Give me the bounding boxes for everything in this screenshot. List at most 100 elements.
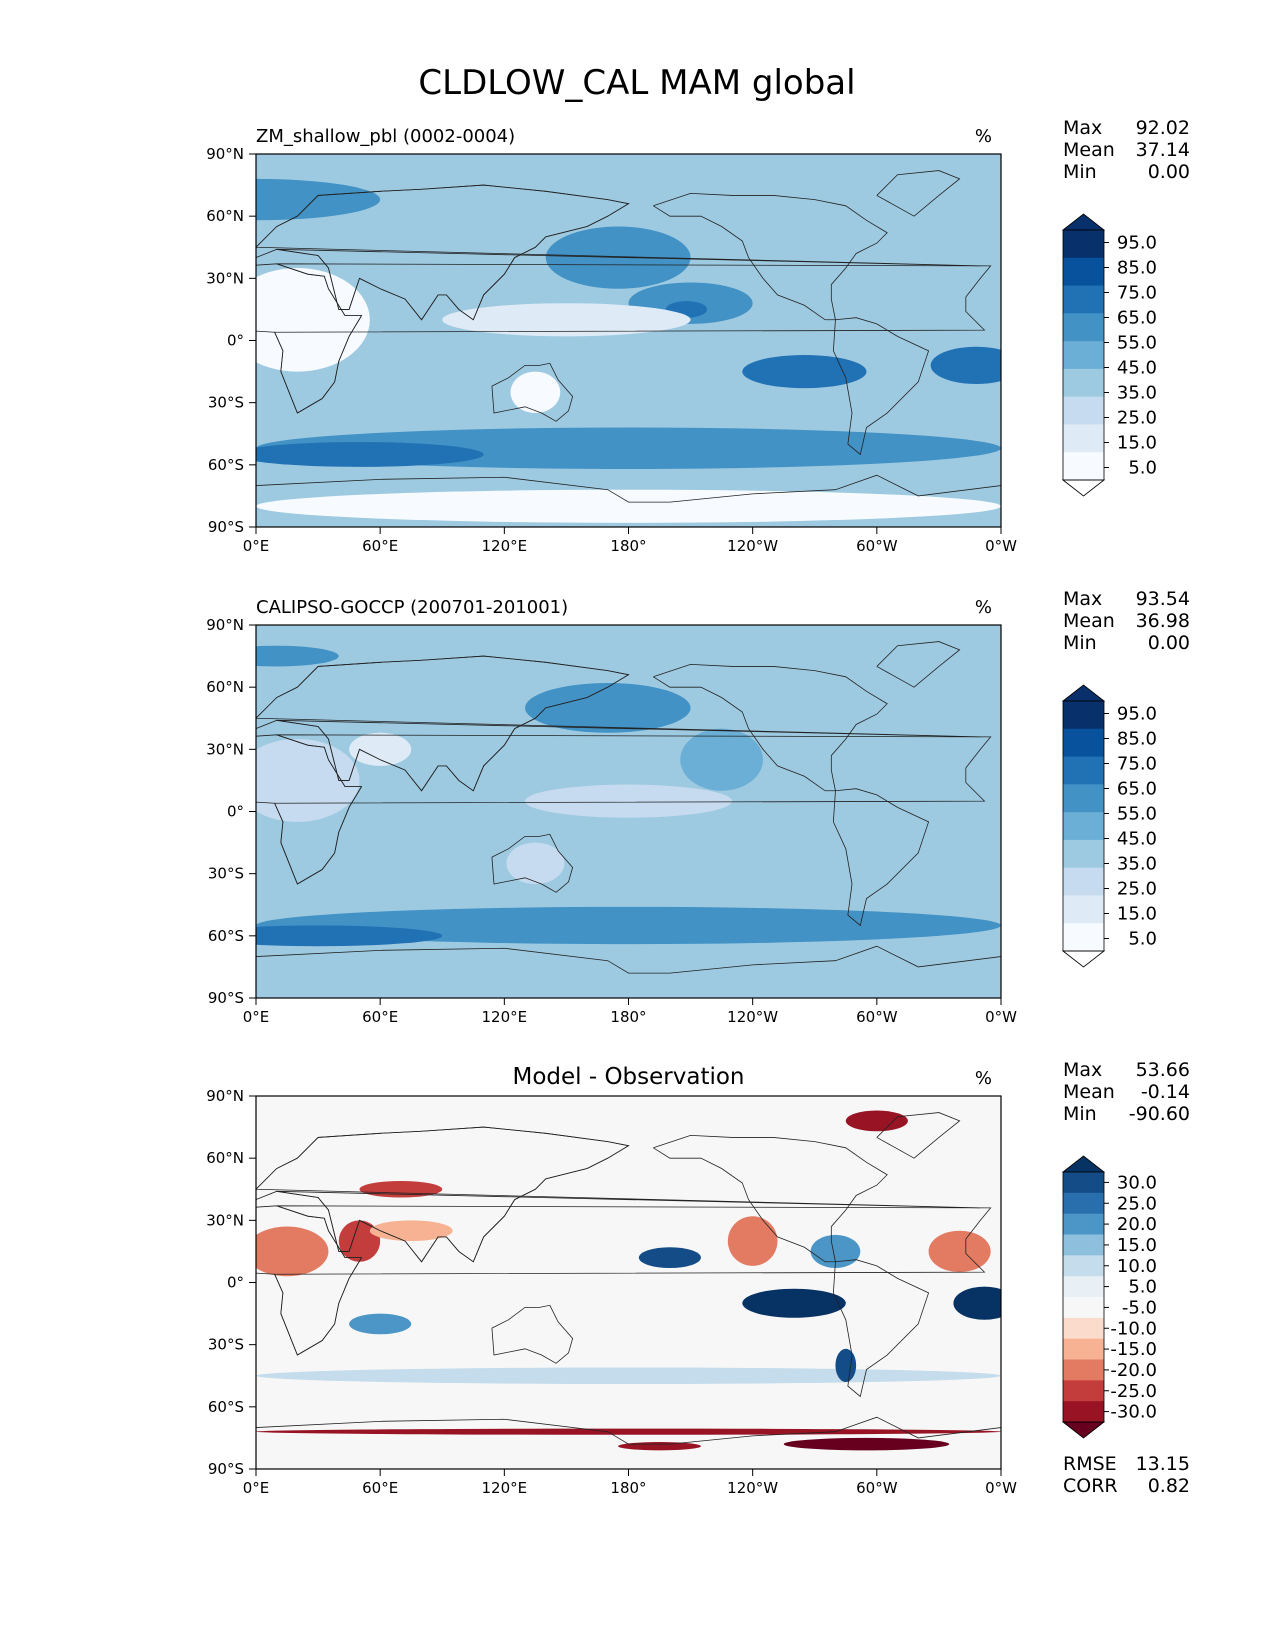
x-tick-label: 60°E xyxy=(362,1008,398,1026)
colorbar-segment xyxy=(1063,285,1104,314)
field-region xyxy=(930,346,1001,385)
coastline xyxy=(491,833,574,893)
colorbar-extend-top xyxy=(1061,684,1106,702)
x-tick-label: 120°W xyxy=(727,1008,778,1026)
colorbar-tick-label: 15.0 xyxy=(1117,904,1157,925)
field-region xyxy=(256,442,484,467)
colorbar-segment xyxy=(1063,1380,1104,1402)
units-label: % xyxy=(975,1068,992,1089)
figure-title: CLDLOW_CAL MAM global xyxy=(418,63,855,103)
coastline xyxy=(876,1112,961,1159)
colorbar-tick-label: 5.0 xyxy=(1128,458,1157,479)
field-region xyxy=(256,645,339,667)
coastline xyxy=(832,788,930,927)
colorbar-extend-bottom xyxy=(1061,479,1106,497)
field-region xyxy=(256,267,370,372)
colorbar-tick-label: 65.0 xyxy=(1117,308,1157,329)
coastline xyxy=(256,655,981,792)
x-tick-label: 0°W xyxy=(985,537,1017,555)
field-region xyxy=(442,303,691,337)
field-region xyxy=(256,1428,1001,1435)
y-tick-label: 60°N xyxy=(206,207,244,225)
colorbar-frame xyxy=(1062,1171,1105,1423)
stat-label: Min xyxy=(1063,1103,1097,1125)
panel-title: Model - Observation xyxy=(512,1064,744,1090)
stat-value: 53.66 xyxy=(1136,1059,1190,1081)
y-tick-label: 60°N xyxy=(206,678,244,696)
colorbar-segment xyxy=(1063,1401,1104,1423)
y-tick-label: 90°S xyxy=(208,989,244,1007)
map-field xyxy=(256,1096,1001,1469)
field-region xyxy=(369,1220,453,1242)
stat-value: 13.15 xyxy=(1136,1453,1190,1475)
coastline xyxy=(832,1259,930,1398)
y-tick-label: 0° xyxy=(227,803,244,821)
y-tick-label: 30°N xyxy=(206,740,244,758)
colorbar-segment xyxy=(1063,313,1104,342)
colorbar-segment xyxy=(1063,396,1104,425)
field-region xyxy=(835,1348,857,1382)
stat-label: Mean xyxy=(1063,1081,1115,1103)
colorbar-frame xyxy=(1062,700,1105,952)
x-tick-label: 120°E xyxy=(482,1008,528,1026)
field-region xyxy=(525,683,691,733)
stat-value: 92.02 xyxy=(1136,117,1190,139)
y-tick-label: 90°N xyxy=(206,616,244,634)
stat-value: -0.14 xyxy=(1141,1081,1190,1103)
colorbar-segment xyxy=(1063,424,1104,453)
colorbar-segment xyxy=(1063,923,1104,952)
x-tick-label: 60°W xyxy=(856,1008,898,1026)
y-tick-label: 90°N xyxy=(206,1087,244,1105)
colorbar-tick-label: 30.0 xyxy=(1117,1172,1157,1193)
x-tick-label: 60°W xyxy=(856,1479,898,1497)
field-region xyxy=(680,728,764,791)
colorbar-extend-bottom xyxy=(1061,1421,1106,1439)
colorbar-tick-label: 10.0 xyxy=(1117,1256,1157,1277)
field-region xyxy=(349,1313,412,1335)
colorbar: 95.0 85.0 75.0 65.0 55.0 45.0 35.0 25.0 15.0 5.0 xyxy=(1061,684,1157,968)
map-field xyxy=(256,154,1001,527)
map-field xyxy=(256,625,1001,998)
x-tick-label: 120°W xyxy=(727,537,778,555)
field-region xyxy=(727,1216,778,1266)
field-region xyxy=(742,355,867,389)
y-tick-label: 60°S xyxy=(208,1398,244,1416)
colorbar-segment xyxy=(1063,728,1104,758)
stat-label: CORR xyxy=(1063,1475,1118,1497)
colorbar-extend-top xyxy=(1061,213,1106,231)
field-region xyxy=(256,906,1001,945)
coastline xyxy=(653,663,888,792)
colorbar-tick-label: -20.0 xyxy=(1110,1360,1157,1381)
x-tick-label: 60°E xyxy=(362,1479,398,1497)
x-tick-label: 60°W xyxy=(856,537,898,555)
colorbar-tick-label: -15.0 xyxy=(1110,1339,1157,1360)
colorbar-tick-label: 20.0 xyxy=(1117,1214,1157,1235)
field-region xyxy=(525,784,732,818)
x-tick-label: 120°E xyxy=(482,537,528,555)
map-background xyxy=(256,154,1001,527)
colorbar: 95.0 85.0 75.0 65.0 55.0 45.0 35.0 25.0 15.0 5.0 xyxy=(1061,213,1157,497)
colorbar-tick-label: 95.0 xyxy=(1117,704,1157,725)
colorbar-segment xyxy=(1063,1276,1104,1298)
field-region xyxy=(810,1234,861,1268)
stat-value: 0.00 xyxy=(1148,632,1190,654)
colorbar-tick-label: 85.0 xyxy=(1117,258,1157,279)
colorbar-segment xyxy=(1063,1213,1104,1235)
x-tick-label: 180° xyxy=(610,1479,646,1497)
colorbar-segment xyxy=(1063,230,1104,259)
y-tick-label: 60°N xyxy=(206,1149,244,1167)
colorbar-segment xyxy=(1063,1172,1104,1194)
coastline xyxy=(876,170,961,217)
colorbar-segment xyxy=(1063,452,1104,481)
y-tick-label: 90°S xyxy=(208,1460,244,1478)
colorbar-tick-label: 35.0 xyxy=(1117,383,1157,404)
coastline xyxy=(876,641,961,688)
coastline xyxy=(256,945,1001,974)
colorbar-segment xyxy=(1063,839,1104,869)
coastline xyxy=(256,184,981,321)
panels: 0°E 60°E 120°E 180° 120°W 60°W 0°W 90°N 60°N 30°N… xyxy=(206,117,1190,1497)
colorbar-tick-label: 35.0 xyxy=(1117,854,1157,875)
colorbar-segment xyxy=(1063,368,1104,398)
field-region xyxy=(510,371,561,414)
colorbar-tick-label: -10.0 xyxy=(1110,1318,1157,1339)
